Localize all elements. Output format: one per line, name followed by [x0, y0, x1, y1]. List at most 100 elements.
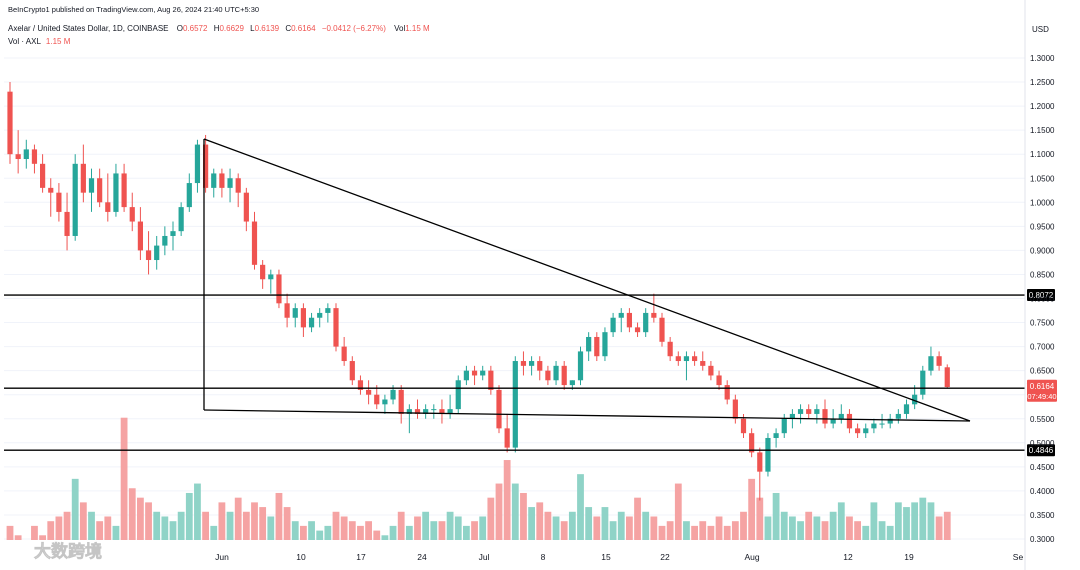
candle-body — [211, 173, 217, 188]
y-tick-label: 1.0000 — [1030, 198, 1055, 207]
candle-body — [683, 356, 690, 362]
volume-bar — [47, 521, 55, 540]
volume-bar — [699, 521, 707, 540]
level-price-text: 0.4846 — [1029, 446, 1054, 455]
volume-bar — [919, 497, 927, 540]
volume-bar — [308, 521, 315, 540]
volume-bar — [300, 525, 307, 540]
x-tick-label: Se — [1013, 552, 1024, 562]
candle-body — [838, 413, 844, 419]
candle-body — [586, 336, 592, 352]
candle-body — [203, 144, 209, 188]
volume-bar — [185, 492, 193, 540]
y-tick-label: 0.6500 — [1030, 367, 1055, 376]
candle-body — [553, 365, 559, 381]
candle-body — [186, 183, 192, 208]
volume-bar — [389, 525, 397, 540]
candle-body — [594, 336, 600, 357]
candle-body — [251, 221, 258, 265]
candle-body — [912, 394, 918, 405]
candle-body — [602, 332, 608, 357]
volume-bar — [137, 497, 144, 540]
level-price-text: 0.8072 — [1029, 291, 1054, 300]
candle-body — [292, 308, 298, 318]
volume-bar — [202, 511, 209, 540]
candle-body — [72, 163, 78, 236]
candle-body — [382, 399, 388, 405]
candle-body — [716, 375, 722, 386]
volume-bar — [585, 507, 593, 540]
volume-bar — [422, 511, 430, 540]
volume-bar — [463, 525, 470, 540]
volume-bar — [658, 525, 666, 540]
volume-bar — [128, 488, 136, 540]
candle-body — [447, 409, 453, 414]
volume-bar — [846, 516, 853, 540]
candle-body — [97, 178, 103, 203]
vol-value: 1.15 M — [405, 24, 430, 33]
volume-indicator-line: Vol · AXL 1.15 M — [8, 37, 71, 46]
high-label: H — [214, 24, 220, 33]
candle-body — [789, 413, 795, 419]
last-price-countdown: 07:49:40 — [1027, 392, 1056, 401]
lower-support-trendline[interactable] — [203, 409, 971, 422]
volume-bar — [153, 511, 161, 540]
vol-axl-value: 1.15 M — [46, 37, 71, 46]
candle-body — [317, 312, 323, 318]
candle-body — [504, 428, 510, 448]
volume-bar — [332, 511, 340, 540]
candle-body — [520, 361, 527, 366]
candle-body — [757, 452, 763, 472]
volume-bar — [797, 521, 804, 540]
vol-axl-label: Vol · AXL — [8, 37, 41, 46]
candle-body — [333, 308, 339, 347]
candle-body — [137, 221, 143, 251]
x-tick-label: Jun — [215, 552, 229, 562]
y-tick-label: 0.3500 — [1030, 511, 1055, 520]
candle-body — [48, 187, 54, 193]
volume-bar — [365, 521, 372, 540]
volume-bar — [234, 497, 242, 540]
candle-body — [651, 312, 657, 318]
y-tick-label: 0.3000 — [1030, 535, 1055, 544]
trendline-drawings[interactable] — [203, 138, 971, 422]
candle-body — [219, 173, 225, 188]
y-tick-label: 0.8000 — [1030, 295, 1055, 304]
volume-bar — [79, 502, 87, 540]
volume-bar — [715, 516, 723, 540]
candle-body — [903, 404, 910, 414]
candle-body — [700, 361, 706, 366]
y-tick-label: 1.2500 — [1030, 78, 1055, 87]
candle-body — [920, 370, 926, 395]
volume-bar — [63, 511, 71, 540]
y-tick-label: 0.7000 — [1030, 343, 1055, 352]
candle-body — [357, 380, 364, 390]
volume-bar — [324, 525, 332, 540]
volume-bar — [674, 483, 682, 540]
candle-body — [797, 409, 804, 414]
volume-bar — [854, 521, 861, 540]
volume-bar — [927, 502, 935, 540]
volume-bar — [88, 511, 95, 540]
candle-body — [414, 409, 421, 414]
candle-body — [23, 149, 29, 160]
candle-body — [113, 173, 119, 212]
last-price-text: 0.6164 — [1030, 382, 1055, 391]
volume-bar — [707, 525, 715, 540]
descending-trendline[interactable] — [203, 138, 971, 422]
candle-body — [773, 433, 779, 438]
vol-label: Vol — [394, 24, 405, 33]
volume-bar — [71, 478, 79, 540]
candle-body — [577, 351, 584, 381]
volume-bar — [577, 474, 584, 540]
x-tick-label: 19 — [904, 552, 914, 562]
volume-bar — [357, 525, 364, 540]
candle-body — [308, 317, 315, 328]
price-axis[interactable]: 1.3000 1.2500 1.2000 1.1500 1.1000 1.0500 1.00… — [1024, 0, 1055, 570]
time-axis[interactable]: Jun 10 17 24 Jul 8 15 22 Aug 12 19 Se — [215, 552, 1023, 562]
close-value: 0.6164 — [291, 24, 316, 33]
volume-bar — [609, 521, 617, 540]
candle-body — [471, 370, 478, 376]
